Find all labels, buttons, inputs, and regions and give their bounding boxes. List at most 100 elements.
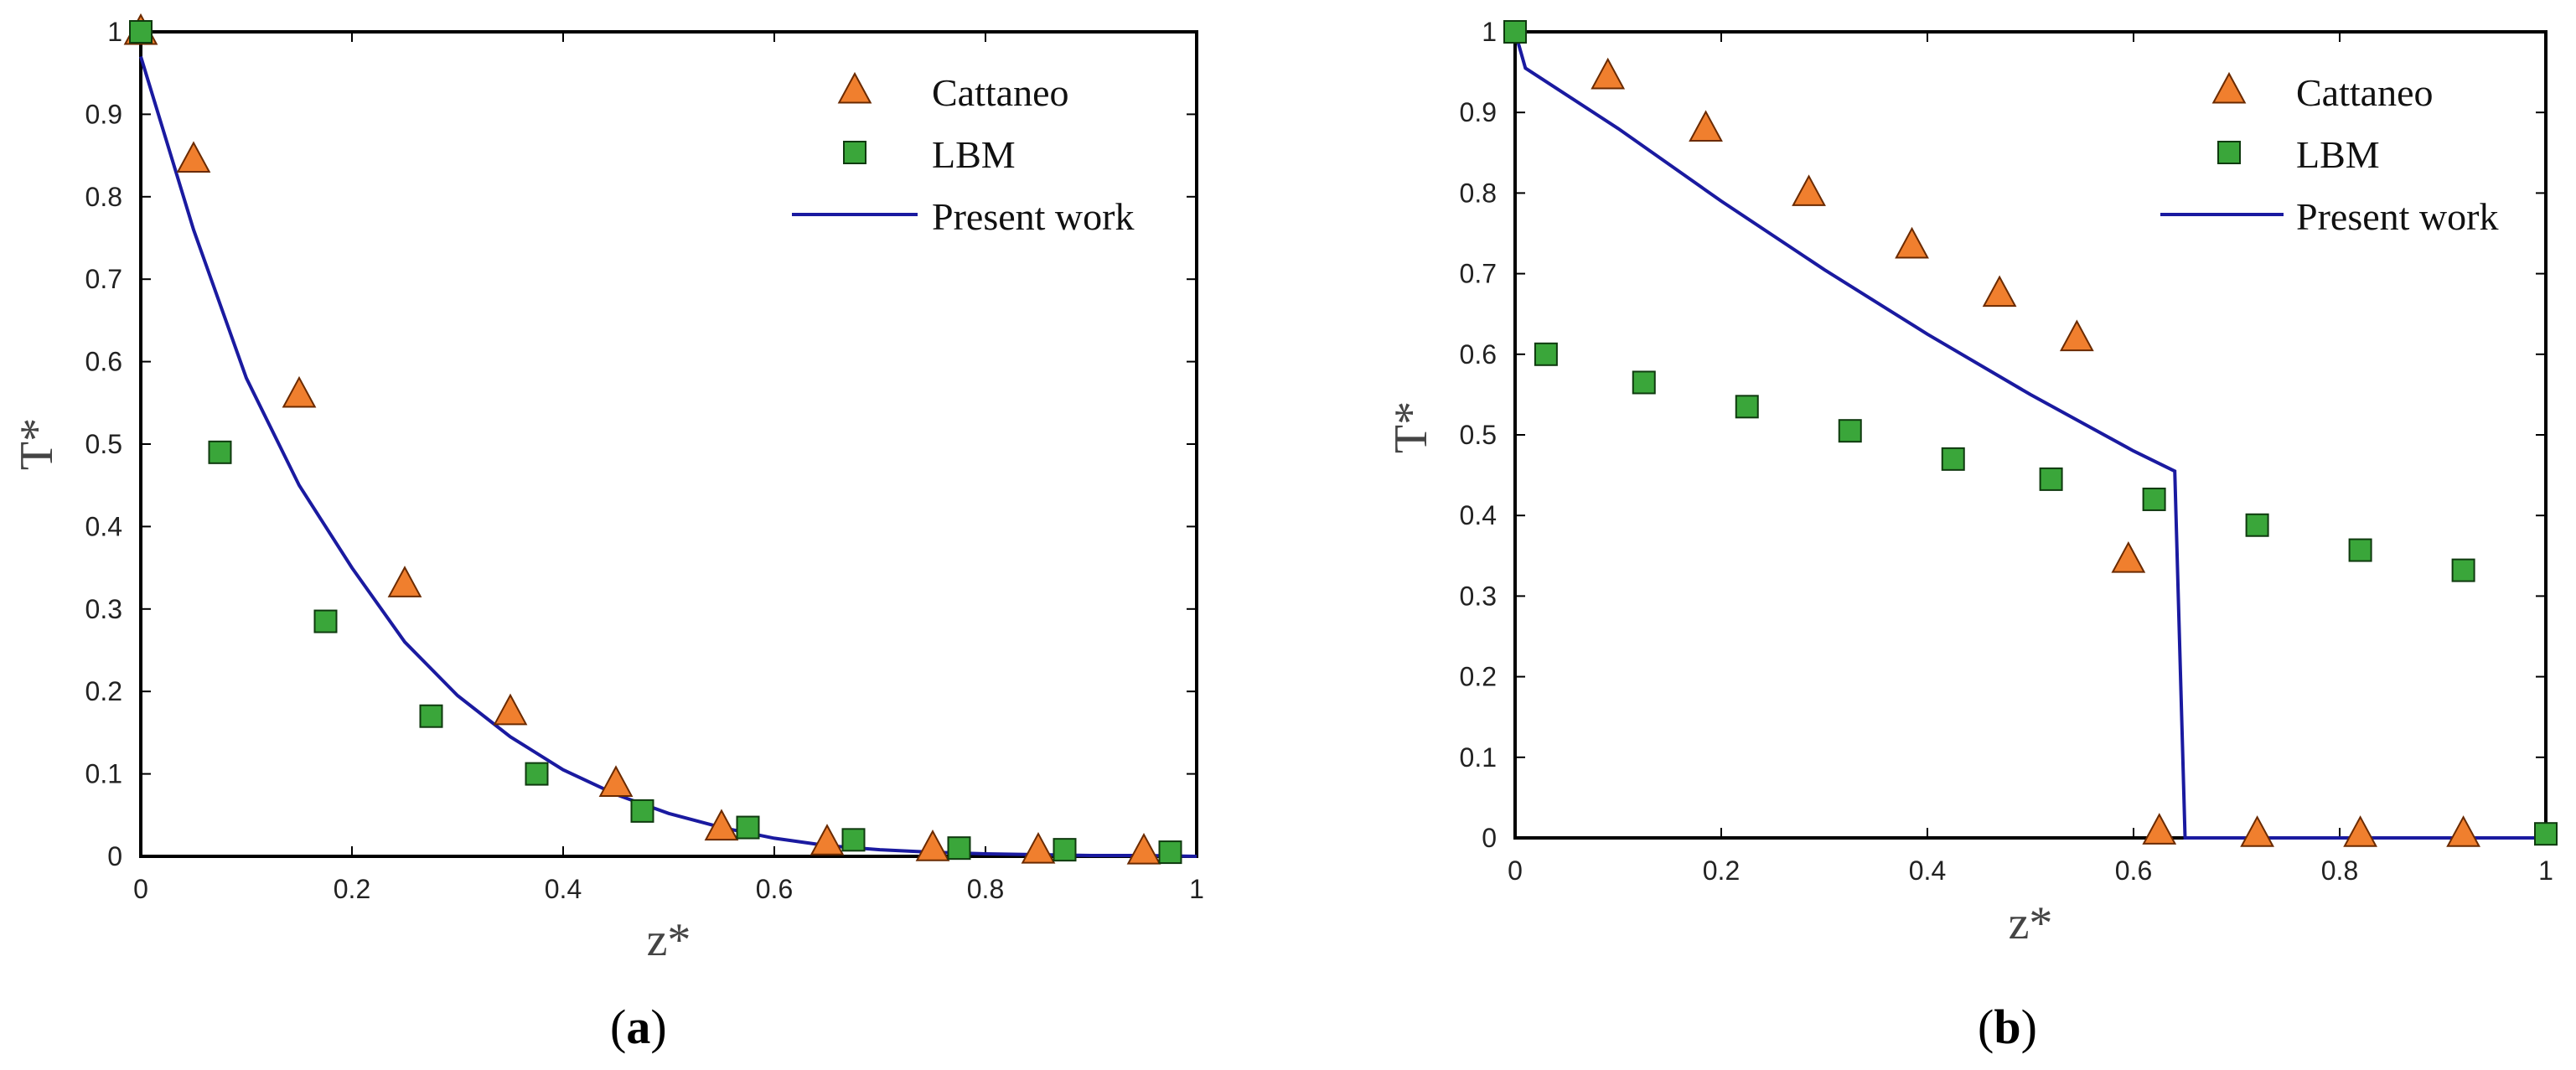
point-lbm [419,704,443,728]
point-lbm [1941,447,1965,471]
x-tick-label: 0.6 [756,874,793,904]
point-lbm [2245,513,2269,537]
y-tick-label: 1 [1482,17,1497,47]
point-cattaneo [387,566,422,597]
y-axis-label: T* [11,418,63,470]
x-tick-label: 0 [133,874,148,904]
point-lbm [1053,838,1077,862]
y-tick-label: 0.1 [85,759,122,789]
y-tick-label: 0.4 [85,511,122,541]
point-lbm [2451,558,2475,582]
point-lbm [630,799,654,823]
x-tick-label: 0.4 [1909,855,1946,886]
point-cattaneo [2240,815,2274,847]
x-tick-label: 1 [1189,874,1204,904]
y-tick-label: 0.6 [85,347,122,377]
caption-close-paren: ) [2021,1000,2037,1054]
y-tick-label: 0 [1482,823,1497,853]
point-lbm [129,20,153,44]
caption-close-paren: ) [650,1000,666,1054]
point-cattaneo [1021,831,1056,864]
point-cattaneo [493,693,528,726]
plot-frame [139,30,1198,858]
point-cattaneo [2142,813,2177,845]
y-tick-label: 0.1 [1460,742,1497,773]
caption-letter: b [1994,1000,2020,1054]
y-axis-label: T* [1385,401,1437,453]
y-tick-label: 0.5 [1460,420,1497,450]
x-tick-label: 0.8 [967,874,1004,904]
series-line-present-work [139,55,1197,858]
y-tick-label: 0.7 [85,264,122,294]
caption-open-paren: ( [610,1000,626,1054]
x-tick-label: 0.4 [545,874,582,904]
point-cattaneo [2111,540,2146,573]
point-cattaneo [1895,226,1929,259]
panel-caption: (b) [1978,1000,2037,1054]
plot-frame [1513,30,2548,840]
y-tick-label: 0.3 [85,594,122,624]
legend-label-present-work: Present work [2296,195,2498,238]
legend-label-cattaneo: Cattaneo [2296,71,2434,114]
point-lbm [947,836,971,861]
y-tick-label: 0.7 [1460,259,1497,289]
point-cattaneo [704,809,739,841]
y-tick-label: 0.5 [85,429,122,459]
point-cattaneo [1982,275,2017,308]
point-cattaneo [2059,319,2094,352]
y-tick-label: 0.9 [1460,97,1497,127]
panel-caption: (a) [610,1000,667,1054]
point-cattaneo [2343,815,2377,847]
legend-marker-lbm [2217,141,2241,164]
chart-panel-a: 0 0.2 0.4 0.6 0.8 1 0 0.1 0.2 0.3 0.4 0.5 0.6 0.7 0.8 0… [11,13,1204,1054]
legend-marker-cattaneo [837,71,872,104]
legend-label-cattaneo: Cattaneo [932,71,1069,114]
y-tick-label: 0.8 [85,182,122,212]
point-lbm [525,762,549,786]
x-tick-label: 0.8 [2321,855,2358,886]
point-cattaneo [1792,174,1826,206]
legend-marker-cattaneo [2211,71,2247,104]
point-lbm [313,609,338,633]
point-cattaneo [282,375,317,408]
y-tick-label: 0.2 [85,676,122,706]
caption-letter: a [626,1000,650,1054]
point-lbm [736,815,760,840]
y-tick-label: 1 [107,17,122,47]
point-cattaneo [810,824,845,855]
point-lbm [208,440,232,464]
legend-label-lbm: LBM [2296,133,2380,176]
y-tick-label: 0.2 [1460,662,1497,692]
y-tick-label: 0.3 [1460,581,1497,611]
point-cattaneo [1689,110,1723,142]
x-tick-label: 0.2 [1703,855,1740,886]
point-lbm [1534,342,1558,366]
point-cattaneo [1591,57,1626,90]
point-cattaneo [1126,832,1161,865]
x-tick-label: 0.2 [334,874,370,904]
legend-marker-lbm [843,141,866,164]
x-tick-label: 0.6 [2115,855,2152,886]
point-lbm [2142,487,2166,511]
point-cattaneo [915,830,950,861]
point-lbm [1632,370,1656,395]
point-lbm [2534,822,2558,846]
point-lbm [1158,840,1182,865]
legend-label-lbm: LBM [932,133,1016,176]
y-tick-label: 0.4 [1460,500,1497,530]
point-lbm [1503,20,1527,44]
x-axis-label: z* [2009,897,2053,949]
point-cattaneo [176,141,211,173]
x-tick-label: 0 [1508,855,1523,886]
legend-label-present-work: Present work [932,195,1134,238]
series-line-present-work [1513,31,2546,840]
point-lbm [1735,395,1759,419]
y-tick-label: 0.9 [85,99,122,129]
chart-panel-b: 0 0.2 0.4 0.6 0.8 1 0 0.1 0.2 0.3 0.4 0.5 0.6 0.7 0.8 0… [1385,17,2558,1054]
y-tick-label: 0 [107,841,122,871]
point-lbm [2039,467,2063,491]
point-lbm [841,828,866,852]
point-cattaneo [2446,815,2480,847]
point-lbm [2348,538,2372,562]
